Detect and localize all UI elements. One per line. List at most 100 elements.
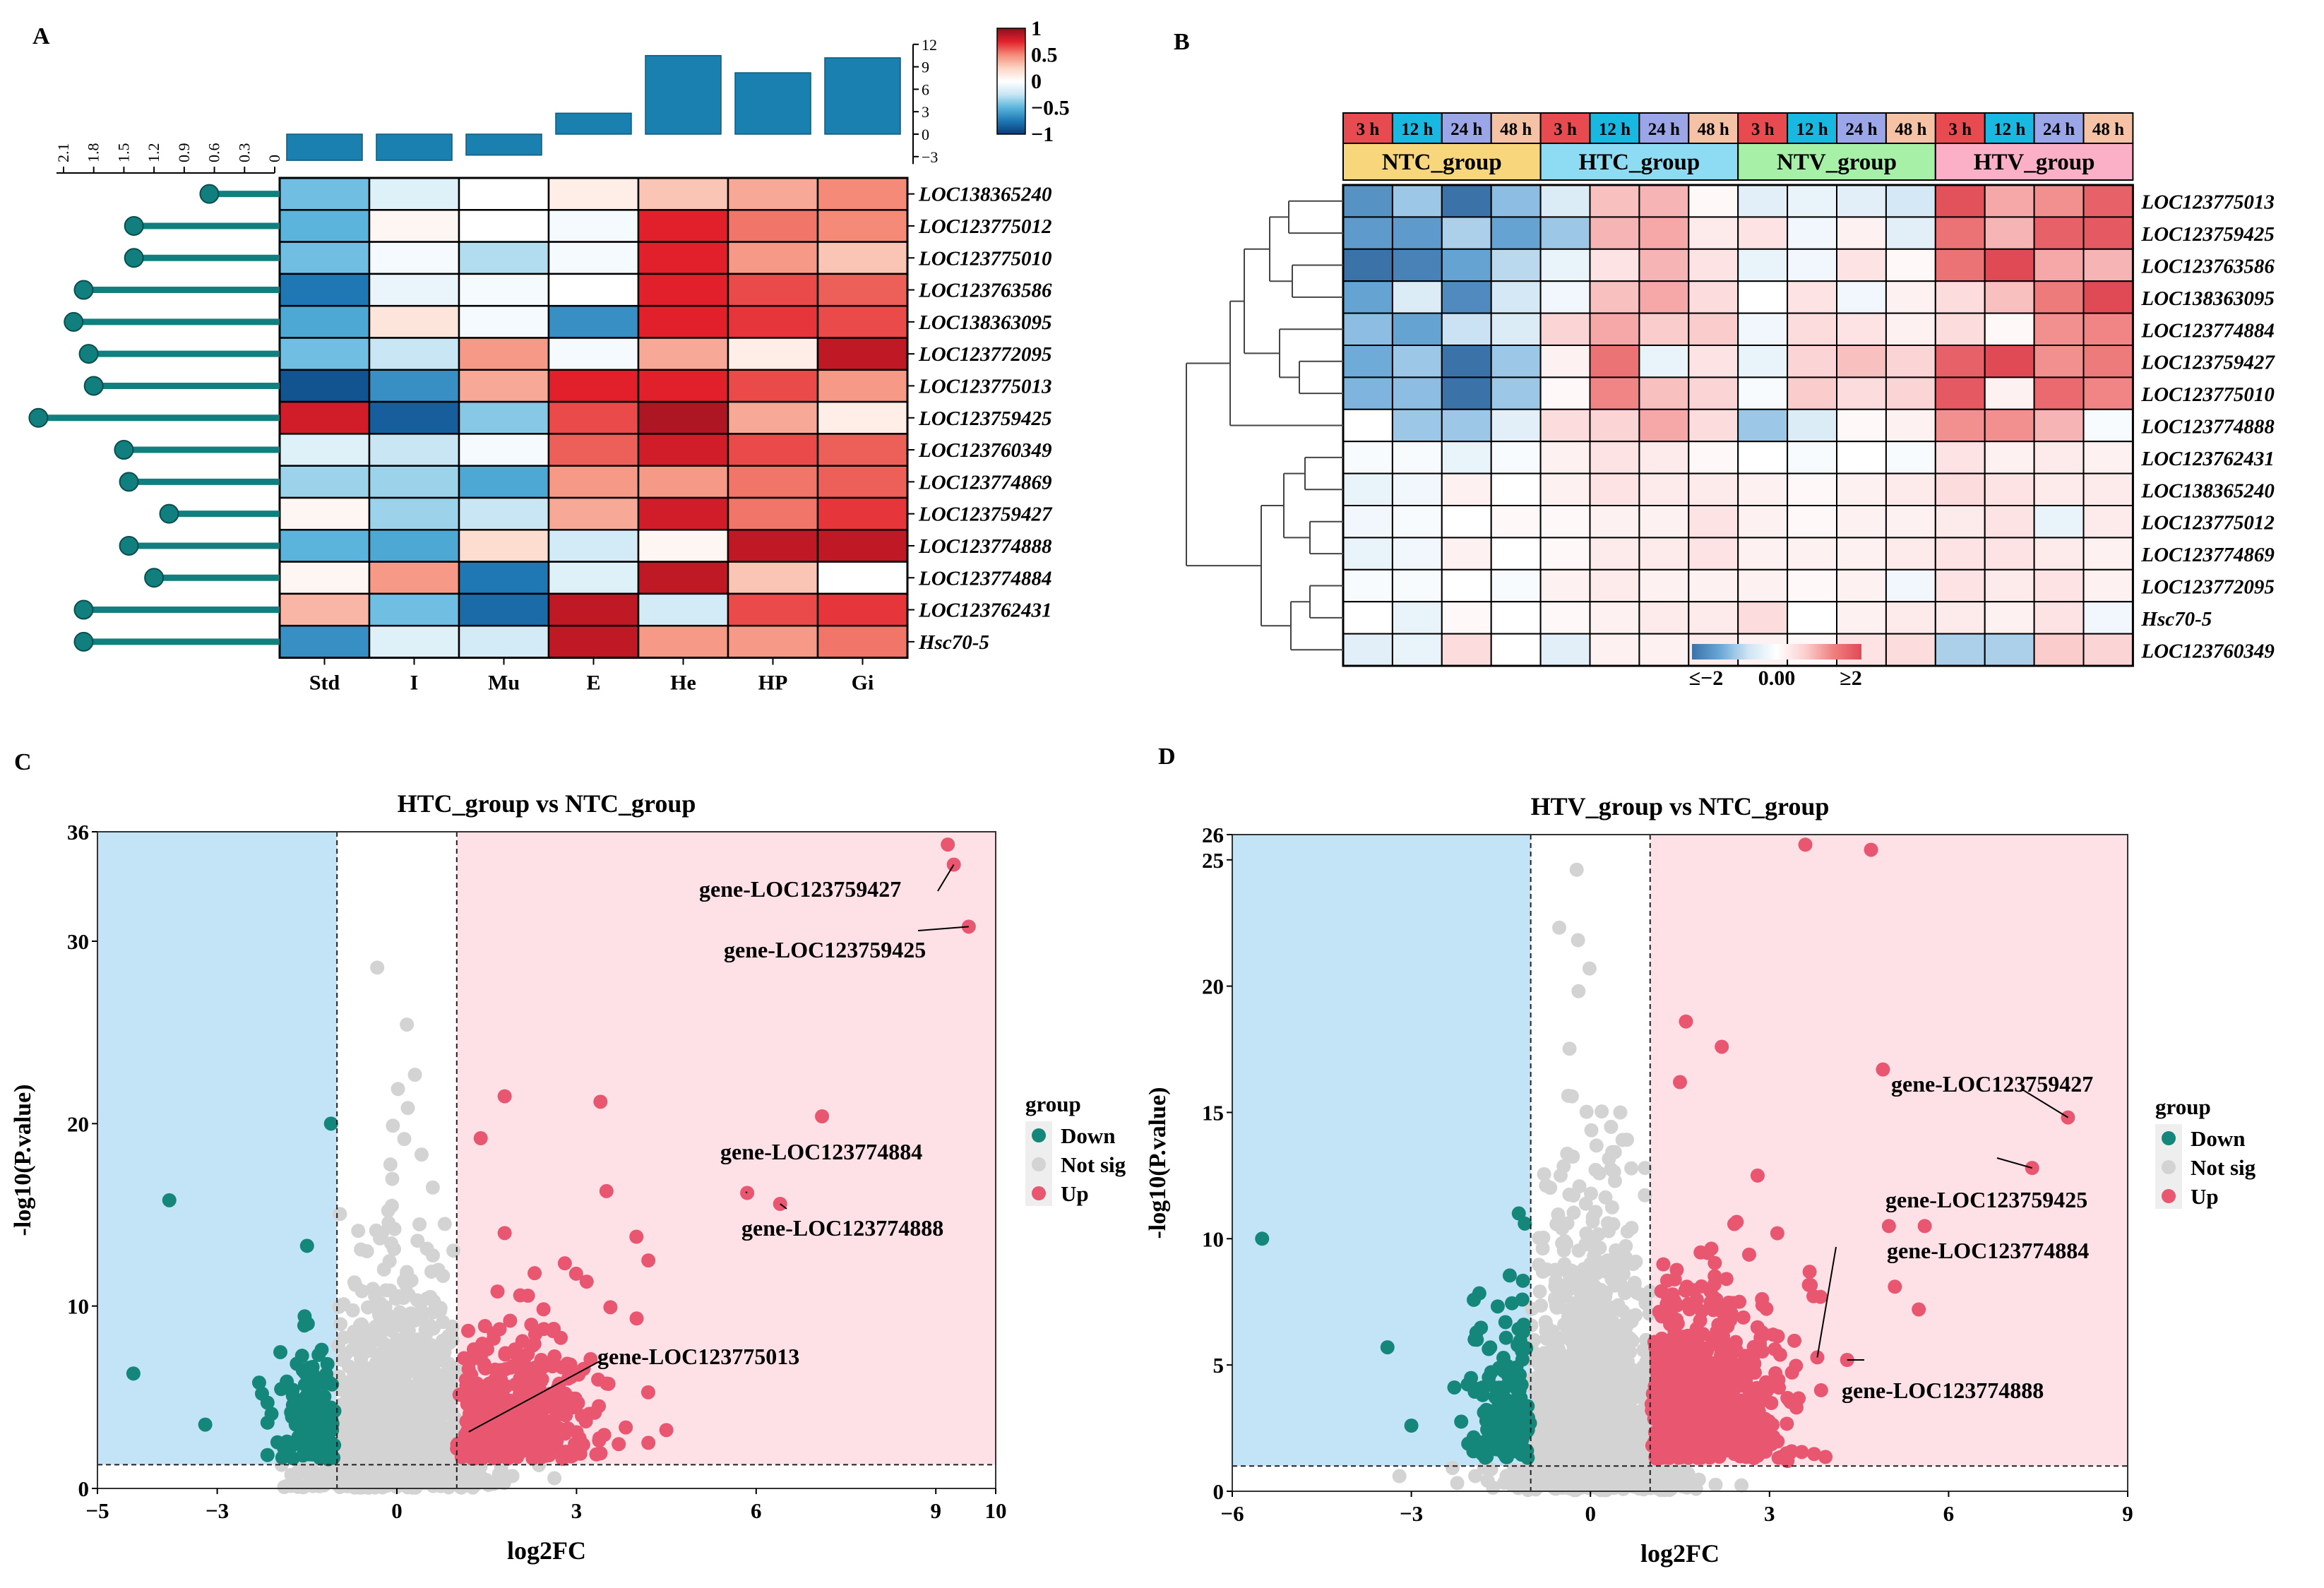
heatmap-b-cell xyxy=(2082,441,2134,474)
heatmap-a-cell xyxy=(278,592,371,627)
heatmap-a-cell xyxy=(458,209,550,243)
heatmap-b-cell xyxy=(2082,345,2134,378)
heatmap-b-cell xyxy=(1539,184,1591,218)
point-up xyxy=(525,1338,540,1353)
heatmap-a-cell xyxy=(547,592,640,627)
heatmap-b-cell xyxy=(1737,568,1789,603)
heatmap-b-cell xyxy=(1490,505,1542,539)
heatmap-a-cell xyxy=(816,465,909,499)
point-up xyxy=(550,1380,565,1395)
colorbar-a-tick: 0.5 xyxy=(1031,44,1058,67)
lollipop-head xyxy=(159,503,179,524)
heatmap-b-cell xyxy=(1342,280,1393,314)
point-ns xyxy=(1580,1453,1595,1468)
heatmap-a-cell xyxy=(458,561,550,595)
chart-title: HTV_group vs NTC_group xyxy=(1531,792,1830,820)
point-up xyxy=(1667,1395,1681,1409)
heatmap-b-cell xyxy=(1490,472,1542,506)
time-label: 48 h xyxy=(2092,120,2124,139)
heatmap-b-cell xyxy=(1391,408,1443,443)
point-ns xyxy=(1604,1200,1619,1214)
point-up xyxy=(1681,1371,1696,1386)
heatmap-a-cell xyxy=(458,496,550,531)
lollipop-head xyxy=(119,472,139,492)
point-ns xyxy=(1638,1296,1653,1311)
heatmap-a-cell xyxy=(458,465,550,499)
point-ns xyxy=(1571,933,1585,948)
point-ns xyxy=(333,1317,348,1332)
point-up xyxy=(545,1324,560,1339)
lollipop-head xyxy=(64,311,84,332)
point-up xyxy=(1787,1333,1801,1348)
point-ns xyxy=(1614,1327,1628,1342)
gene-label-b: LOC123775013 xyxy=(2140,191,2275,214)
point-up xyxy=(520,1288,535,1303)
point-up xyxy=(619,1420,633,1435)
point-up xyxy=(1772,1380,1787,1395)
point-ns xyxy=(1562,1041,1577,1056)
heatmap-a-cell xyxy=(547,273,640,307)
heatmap-a-cell xyxy=(727,369,819,403)
heatmap-b-cell xyxy=(1984,376,2035,410)
point-up xyxy=(1743,1353,1758,1368)
heatmap-b-cell xyxy=(1984,601,2035,635)
point-up xyxy=(1689,1321,1704,1336)
point-up xyxy=(583,1351,598,1366)
panel-a-heatmap: LOC138365240LOC123775012LOC123775010LOC1… xyxy=(28,17,1070,695)
heatmap-b-cell xyxy=(1787,601,1838,635)
heatmap-b-cell xyxy=(1539,248,1591,282)
point-up xyxy=(1735,1378,1750,1393)
point-ns xyxy=(1623,1454,1638,1469)
x-tick-label: −3 xyxy=(1400,1501,1423,1526)
point-up xyxy=(1876,1062,1890,1077)
point-up xyxy=(477,1357,491,1372)
point-ns xyxy=(1551,1342,1566,1356)
point-up xyxy=(497,1226,512,1241)
heatmap-b-cell xyxy=(1490,184,1542,218)
point-ns xyxy=(361,1409,376,1424)
point-ns xyxy=(357,1477,372,1492)
point-down xyxy=(1520,1399,1535,1414)
point-down xyxy=(325,1423,340,1438)
heatmap-b-cell xyxy=(1885,345,1936,378)
point-up xyxy=(490,1284,505,1299)
chart-title: HTC_group vs NTC_group xyxy=(398,789,696,818)
point-ns xyxy=(1599,1398,1614,1413)
point-up xyxy=(1864,842,1878,857)
heatmap-a-cell xyxy=(368,304,460,339)
heatmap-a-cell xyxy=(278,337,371,371)
heatmap-b-cell xyxy=(1589,376,1640,410)
point-up xyxy=(557,1256,572,1271)
point-ns xyxy=(446,1243,461,1258)
plot-frame xyxy=(1232,834,2128,1492)
heatmap-b-cell xyxy=(1539,633,1591,667)
point-up xyxy=(1726,1296,1741,1311)
heatmap-b-cell xyxy=(1737,376,1789,410)
heatmap-a-cell xyxy=(368,433,460,467)
heatmap-b-cell xyxy=(2082,376,2134,410)
point-ns xyxy=(341,1359,356,1374)
point-up xyxy=(492,1322,507,1337)
heatmap-b-cell xyxy=(1441,601,1492,635)
heatmap-a-cell xyxy=(547,496,640,531)
point-up xyxy=(1661,1416,1676,1431)
gene-label-a: LOC123775013 xyxy=(918,375,1052,398)
point-ns xyxy=(1584,1465,1599,1480)
point-ns xyxy=(1609,1407,1623,1421)
point-up xyxy=(1724,1427,1739,1442)
heatmap-b-cell xyxy=(1589,408,1640,443)
heatmap-b-cell xyxy=(1984,345,2035,378)
point-down xyxy=(1515,1273,1530,1288)
point-up xyxy=(481,1428,496,1443)
point-down xyxy=(273,1344,288,1359)
point-ns xyxy=(442,1426,457,1441)
point-up xyxy=(1751,1404,1766,1419)
gene-label-a: LOC138365240 xyxy=(918,184,1052,206)
heatmap-b-cell xyxy=(1342,472,1393,506)
top-bar-tick-label: 9 xyxy=(922,59,929,76)
heatmap-b-cell xyxy=(1342,568,1393,603)
gene-label-a: LOC123759427 xyxy=(918,503,1053,526)
y-tick-label: 5 xyxy=(1213,1353,1224,1378)
point-ns xyxy=(374,1456,388,1471)
